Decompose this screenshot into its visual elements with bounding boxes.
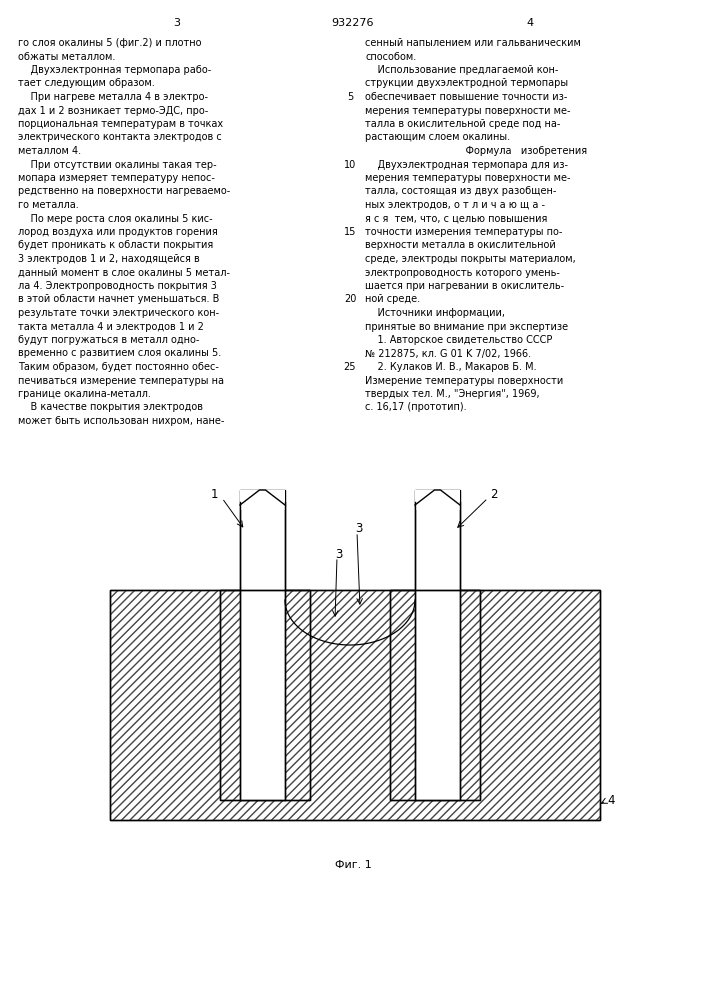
Bar	[390, 590, 480, 800]
Text: обеспечивает повышение точности из-: обеспечивает повышение точности из-	[365, 92, 568, 102]
Text: границе окалина-металл.: границе окалина-металл.	[18, 389, 151, 399]
Text: принятые во внимание при экспертизе: принятые во внимание при экспертизе	[365, 322, 568, 332]
Text: 5: 5	[347, 92, 353, 102]
Text: № 212875, кл. G 01 K 7/02, 1966.: № 212875, кл. G 01 K 7/02, 1966.	[365, 349, 531, 359]
Bar	[110, 590, 600, 820]
Text: способом.: способом.	[365, 51, 416, 62]
Text: При нагреве металла 4 в электро-: При нагреве металла 4 в электро-	[18, 92, 208, 102]
Text: Таким образом, будет постоянно обес-: Таким образом, будет постоянно обес-	[18, 362, 219, 372]
Bar	[390, 590, 415, 800]
Text: 20: 20	[344, 294, 356, 304]
Text: металлом 4.: металлом 4.	[18, 146, 81, 156]
Text: мерения температуры поверхности ме-: мерения температуры поверхности ме-	[365, 105, 571, 115]
Text: может быть использован нихром, нане-: может быть использован нихром, нане-	[18, 416, 224, 426]
Text: точности измерения температуры по-: точности измерения температуры по-	[365, 227, 562, 237]
Text: порциональная температурам в точках: порциональная температурам в точках	[18, 119, 223, 129]
Text: мерения температуры поверхности ме-: мерения температуры поверхности ме-	[365, 173, 571, 183]
Text: печиваться измерение температуры на: печиваться измерение температуры на	[18, 375, 224, 385]
Text: 932276: 932276	[332, 18, 374, 28]
Bar	[220, 590, 310, 800]
Text: Двухэлектродная термопара для из-: Двухэлектродная термопара для из-	[365, 159, 568, 170]
Bar	[285, 590, 310, 800]
Text: 15: 15	[344, 227, 356, 237]
Text: растающим слоем окалины.: растающим слоем окалины.	[365, 132, 510, 142]
Bar	[220, 590, 310, 800]
Text: такта металла 4 и электродов 1 и 2: такта металла 4 и электродов 1 и 2	[18, 322, 204, 332]
Text: с. 16,17 (прототип).: с. 16,17 (прототип).	[365, 402, 467, 412]
Text: данный момент в слое окалины 5 метал-: данный момент в слое окалины 5 метал-	[18, 267, 230, 277]
Text: Формула   изобретения: Формула изобретения	[453, 146, 587, 156]
Text: 2: 2	[490, 488, 498, 502]
Bar	[110, 590, 600, 820]
Text: шается при нагревании в окислитель-: шается при нагревании в окислитель-	[365, 281, 564, 291]
Text: 4: 4	[527, 18, 534, 28]
Text: верхности металла в окислительной: верхности металла в окислительной	[365, 240, 556, 250]
Text: Источники информации,: Источники информации,	[365, 308, 505, 318]
Text: го слоя окалины 5 (фиг.2) и плотно: го слоя окалины 5 (фиг.2) и плотно	[18, 38, 201, 48]
Bar	[415, 490, 460, 800]
Text: талла в окислительной среде под на-: талла в окислительной среде под на-	[365, 119, 561, 129]
Text: лород воздуха или продуктов горения: лород воздуха или продуктов горения	[18, 227, 218, 237]
Text: 3: 3	[335, 548, 342, 562]
Text: ла 4. Электропроводность покрытия 3: ла 4. Электропроводность покрытия 3	[18, 281, 217, 291]
Text: мопара измеряет температуру непос-: мопара измеряет температуру непос-	[18, 173, 215, 183]
Text: результате точки электрического кон-: результате точки электрического кон-	[18, 308, 219, 318]
Text: При отсутствии окалины такая тер-: При отсутствии окалины такая тер-	[18, 159, 216, 169]
Text: 25: 25	[344, 362, 356, 372]
Text: редственно на поверхности нагреваемо-: редственно на поверхности нагреваемо-	[18, 186, 230, 196]
Bar	[240, 490, 285, 510]
Text: го металла.: го металла.	[18, 200, 78, 210]
Text: Фиг. 1: Фиг. 1	[334, 860, 371, 870]
Text: 3: 3	[355, 522, 363, 534]
Text: 1. Авторское свидетельство СССР: 1. Авторское свидетельство СССР	[365, 335, 552, 345]
Text: электрического контакта электродов с: электрического контакта электродов с	[18, 132, 222, 142]
Text: тает следующим образом.: тает следующим образом.	[18, 79, 155, 89]
Text: ных электродов, о т л и ч а ю щ а -: ных электродов, о т л и ч а ю щ а -	[365, 200, 545, 210]
Bar	[285, 590, 310, 800]
Text: электропроводность которого умень-: электропроводность которого умень-	[365, 267, 560, 277]
Text: талла, состоящая из двух разобщен-: талла, состоящая из двух разобщен-	[365, 186, 556, 196]
Bar	[110, 590, 600, 820]
Text: Двухэлектронная термопара рабо-: Двухэлектронная термопара рабо-	[18, 65, 211, 75]
Bar	[220, 590, 240, 800]
Bar	[220, 590, 240, 800]
Text: 1: 1	[211, 488, 218, 502]
Text: В качестве покрытия электродов: В качестве покрытия электродов	[18, 402, 203, 412]
Bar	[390, 590, 480, 800]
Text: 3: 3	[173, 18, 180, 28]
Text: твердых тел. М., "Энергия", 1969,: твердых тел. М., "Энергия", 1969,	[365, 389, 539, 399]
Text: временно с развитием слоя окалины 5.: временно с развитием слоя окалины 5.	[18, 349, 221, 359]
Text: 2. Кулаков И. В., Макаров Б. М.: 2. Кулаков И. В., Макаров Б. М.	[365, 362, 537, 372]
Text: обжаты металлом.: обжаты металлом.	[18, 51, 115, 62]
Text: По мере роста слоя окалины 5 кис-: По мере роста слоя окалины 5 кис-	[18, 214, 213, 224]
Bar	[390, 590, 415, 800]
Text: ной среде.: ной среде.	[365, 294, 420, 304]
Text: в этой области начнет уменьшаться. В: в этой области начнет уменьшаться. В	[18, 294, 219, 304]
Text: будет проникать к области покрытия: будет проникать к области покрытия	[18, 240, 214, 250]
Bar	[460, 590, 480, 800]
Text: Измерение температуры поверхности: Измерение температуры поверхности	[365, 375, 563, 385]
Text: будут погружаться в металл одно-: будут погружаться в металл одно-	[18, 335, 199, 345]
Bar	[460, 590, 480, 800]
Text: сенный напылением или гальваническим: сенный напылением или гальваническим	[365, 38, 581, 48]
Bar	[415, 490, 460, 510]
Text: 3 электродов 1 и 2, находящейся в: 3 электродов 1 и 2, находящейся в	[18, 254, 200, 264]
Text: дах 1 и 2 возникает термо-ЭДС, про-: дах 1 и 2 возникает термо-ЭДС, про-	[18, 105, 209, 116]
Text: я с я  тем, что, с целью повышения: я с я тем, что, с целью повышения	[365, 214, 547, 224]
Text: 4: 4	[607, 794, 614, 806]
Text: Использование предлагаемой кон-: Использование предлагаемой кон-	[365, 65, 559, 75]
Text: 10: 10	[344, 159, 356, 169]
Text: струкции двухэлектродной термопары: струкции двухэлектродной термопары	[365, 79, 568, 89]
Text: среде, электроды покрыты материалом,: среде, электроды покрыты материалом,	[365, 254, 575, 264]
Bar	[240, 490, 285, 800]
